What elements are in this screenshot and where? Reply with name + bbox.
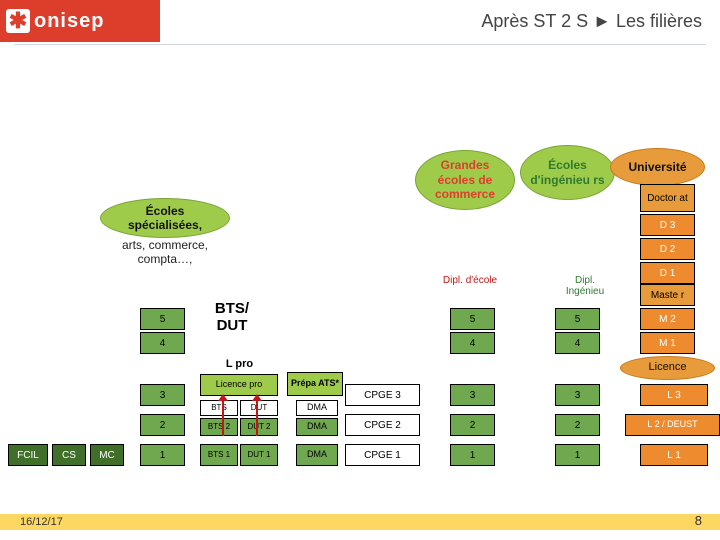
blob-ing-text: Écoles d'ingénieu rs [527, 158, 608, 187]
c5-4: 4 [450, 332, 495, 354]
logo: ✱ onisep [0, 0, 160, 42]
spec5: 5 [140, 308, 185, 330]
fcil: FCIL [8, 444, 48, 466]
c6-5: 5 [555, 308, 600, 330]
prepa-ats: Prépa ATS* [287, 372, 343, 396]
page-title: Après ST 2 S ► Les filières [160, 11, 720, 32]
c6-4: 4 [555, 332, 600, 354]
d3: D 3 [640, 214, 695, 236]
c6-1: 1 [555, 444, 600, 466]
dma2: DMA [296, 418, 338, 436]
d1: D 1 [640, 262, 695, 284]
dut-h: DUT [240, 400, 278, 416]
footer-page: 8 [695, 513, 702, 528]
lpro: L pro [212, 358, 267, 370]
blob-specialisees: Écoles spécialisées, [100, 198, 230, 238]
c6-2: 2 [555, 414, 600, 436]
spec3: 3 [140, 384, 185, 406]
m1: M 1 [640, 332, 695, 354]
spec-sub: arts, commerce, compta…, [110, 238, 220, 266]
arrow-bts-icon [222, 400, 224, 436]
c5-2: 2 [450, 414, 495, 436]
blob-spec-label: Écoles spécialisées, [107, 204, 223, 233]
l3: L 3 [640, 384, 708, 406]
header: ✱ onisep Après ST 2 S ► Les filières [0, 0, 720, 42]
arrow-icon: ► [593, 11, 616, 31]
spec2: 2 [140, 414, 185, 436]
c5-1: 1 [450, 444, 495, 466]
dut2: DUT 2 [240, 418, 278, 436]
d2: D 2 [640, 238, 695, 260]
master-label: Maste r [640, 284, 695, 306]
cpge2: CPGE 2 [345, 414, 420, 436]
spec4: 4 [140, 332, 185, 354]
cs: CS [52, 444, 86, 466]
spec1: 1 [140, 444, 185, 466]
blob-commerce-text: Grandes écoles de commerce [422, 158, 508, 201]
doctorat: Doctor at [640, 184, 695, 212]
l2: L 2 / DEUST [625, 414, 720, 436]
asterisk-icon: ✱ [6, 9, 30, 33]
blob-univ-text: Université [628, 160, 686, 174]
blob-ingenieurs: Écoles d'ingénieu rs [520, 145, 615, 200]
bts-dut-label: BTS/ DUT [202, 300, 262, 334]
c5-3: 3 [450, 384, 495, 406]
l1: L 1 [640, 444, 708, 466]
title-suffix: Les filières [616, 11, 702, 31]
licence-pro: Licence pro [200, 374, 278, 396]
footer-date: 16/12/17 [20, 516, 63, 528]
divider [14, 44, 706, 45]
cpge3: CPGE 3 [345, 384, 420, 406]
footer-bar [0, 514, 720, 530]
blob-commerce: Grandes écoles de commerce [415, 150, 515, 210]
m2: M 2 [640, 308, 695, 330]
dipl-ing: Dipl. Ingénieu [555, 275, 615, 297]
bts1: BTS 1 [200, 444, 238, 466]
blob-universite: Université [610, 148, 705, 186]
dma-top: DMA [296, 400, 338, 416]
blob-licence: Licence [620, 356, 715, 380]
dipl-ecole: Dipl. d'école [440, 275, 500, 286]
arrow-dut-icon [256, 400, 258, 436]
c5-5: 5 [450, 308, 495, 330]
mc: MC [90, 444, 124, 466]
logo-text: onisep [34, 10, 104, 33]
bts-h: BTS [200, 400, 238, 416]
bts2: BTS 2 [200, 418, 238, 436]
dut1: DUT 1 [240, 444, 278, 466]
title-prefix: Après ST 2 S [481, 11, 588, 31]
c6-3: 3 [555, 384, 600, 406]
cpge1: CPGE 1 [345, 444, 420, 466]
dma1: DMA [296, 444, 338, 466]
